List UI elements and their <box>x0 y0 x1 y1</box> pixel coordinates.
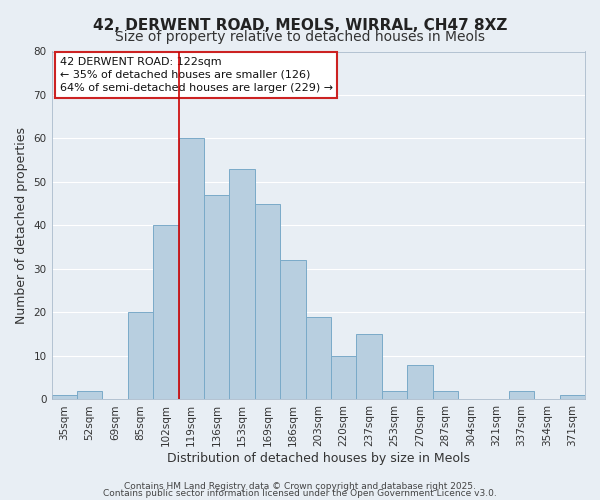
Bar <box>407 364 433 400</box>
Text: 42 DERWENT ROAD: 122sqm
← 35% of detached houses are smaller (126)
64% of semi-d: 42 DERWENT ROAD: 122sqm ← 35% of detache… <box>59 56 332 93</box>
Bar <box>179 138 204 400</box>
Bar <box>280 260 305 400</box>
Bar <box>204 195 229 400</box>
Bar <box>229 169 255 400</box>
Text: Size of property relative to detached houses in Meols: Size of property relative to detached ho… <box>115 30 485 44</box>
Bar <box>128 312 153 400</box>
Bar <box>52 395 77 400</box>
X-axis label: Distribution of detached houses by size in Meols: Distribution of detached houses by size … <box>167 452 470 465</box>
Bar <box>382 391 407 400</box>
Bar <box>305 317 331 400</box>
Bar <box>356 334 382 400</box>
Bar <box>77 391 103 400</box>
Bar <box>560 395 585 400</box>
Bar <box>509 391 534 400</box>
Bar <box>433 391 458 400</box>
Y-axis label: Number of detached properties: Number of detached properties <box>15 127 28 324</box>
Text: 42, DERWENT ROAD, MEOLS, WIRRAL, CH47 8XZ: 42, DERWENT ROAD, MEOLS, WIRRAL, CH47 8X… <box>93 18 507 32</box>
Text: Contains HM Land Registry data © Crown copyright and database right 2025.: Contains HM Land Registry data © Crown c… <box>124 482 476 491</box>
Bar <box>153 226 179 400</box>
Bar <box>255 204 280 400</box>
Text: Contains public sector information licensed under the Open Government Licence v3: Contains public sector information licen… <box>103 490 497 498</box>
Bar <box>331 356 356 400</box>
